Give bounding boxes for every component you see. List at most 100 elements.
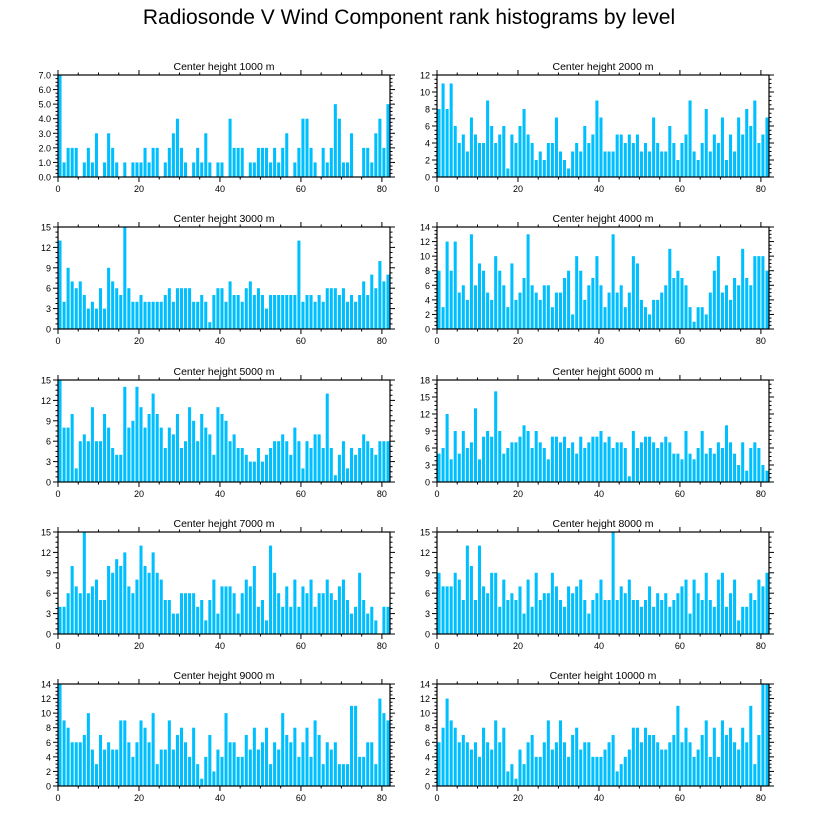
histogram-bar [204,756,208,786]
y-tick-label: 9 [425,427,430,437]
histogram-bar [603,749,607,786]
histogram-bar [639,742,643,786]
histogram-bar [386,274,390,329]
histogram-bar [469,749,473,786]
histogram-bar [449,720,453,786]
histogram-bar [684,431,688,482]
histogram-bar [506,307,510,329]
histogram-bar [66,727,70,786]
histogram-bar [473,600,477,634]
histogram-bar [716,756,720,786]
histogram-bar [514,778,518,786]
histogram-bar [648,151,652,177]
histogram-bar [546,593,550,634]
histogram-bar [510,442,514,482]
histogram-bar [733,151,737,177]
x-tick-label: 40 [215,184,225,194]
histogram-bar [530,735,534,786]
histogram-bar [619,442,623,482]
histogram-bar [240,448,244,482]
histogram-bar [281,147,285,177]
histogram-bar [761,684,765,786]
histogram-bar [386,606,390,634]
histogram-bar [341,288,345,329]
histogram-bar [611,532,615,634]
histogram-bar [530,285,534,329]
histogram-bar [62,427,66,482]
histogram-bar [498,742,502,786]
x-tick-label: 0 [55,793,60,803]
histogram-bar [692,151,696,177]
histogram-bar [437,109,441,177]
histogram-bar [490,126,494,177]
histogram-bar [680,586,684,634]
histogram-bar [293,579,297,634]
histogram-bar [445,586,449,634]
histogram-bar [534,572,538,634]
y-tick-label: 18 [420,376,430,386]
histogram-bar [103,749,107,786]
histogram-bar [155,301,159,329]
histogram-bar [386,720,390,786]
histogram-bar [362,147,366,177]
histogram-bar [761,134,765,177]
histogram-bar [94,441,98,482]
histogram-bar [378,118,382,177]
y-tick-label: 5.0 [38,100,51,110]
y-tick-label: 12 [420,548,430,558]
histogram-bar [583,742,587,786]
histogram-bar [252,566,256,634]
histogram-bar [595,756,599,786]
y-tick-label: 9 [425,568,430,578]
histogram-bar [62,720,66,786]
histogram-bar [337,295,341,329]
histogram-bar [74,288,78,329]
x-tick-label: 60 [296,184,306,194]
x-tick-label: 80 [756,793,766,803]
histogram-bar [538,442,542,482]
histogram-bar [289,606,293,634]
histogram-bar [167,147,171,177]
x-tick-label: 40 [215,793,225,803]
histogram-bar [273,742,277,786]
histogram-bar [623,143,627,177]
histogram-bar [712,134,716,177]
histogram-bar [664,593,668,634]
histogram-bar [139,162,143,177]
histogram-bar [583,299,587,329]
histogram-bar [571,593,575,634]
x-tick-label: 20 [513,184,523,194]
histogram-bar [333,742,337,786]
histogram-bar [741,248,745,329]
histogram-bar [350,613,354,634]
histogram-bar [518,436,522,482]
histogram-bar [457,579,461,634]
histogram-bar [127,586,131,634]
histogram-bar [514,299,518,329]
histogram-bar [550,436,554,482]
histogram-bar [700,143,704,177]
histogram-bar [708,151,712,177]
histogram-bar [567,586,571,634]
histogram-bar [607,600,611,634]
histogram-bar [341,764,345,786]
histogram-bar [745,742,749,786]
histogram-bar [192,420,196,482]
histogram-bar [370,162,374,177]
histogram-bar [486,100,490,177]
histogram-bar [660,292,664,329]
histogram-bar [486,593,490,634]
histogram-bar [530,606,534,634]
histogram-bar [538,299,542,329]
histogram-bar [498,270,502,329]
histogram-bar [623,593,627,634]
histogram-bar [753,764,757,786]
histogram-bar [510,764,514,786]
histogram-bar [131,162,135,177]
x-tick-label: 0 [55,184,60,194]
histogram-bar [78,281,82,329]
histogram-bar [453,572,457,634]
histogram-bar [733,742,737,786]
histogram-bar [269,162,273,177]
y-tick-label: 12 [41,694,51,704]
